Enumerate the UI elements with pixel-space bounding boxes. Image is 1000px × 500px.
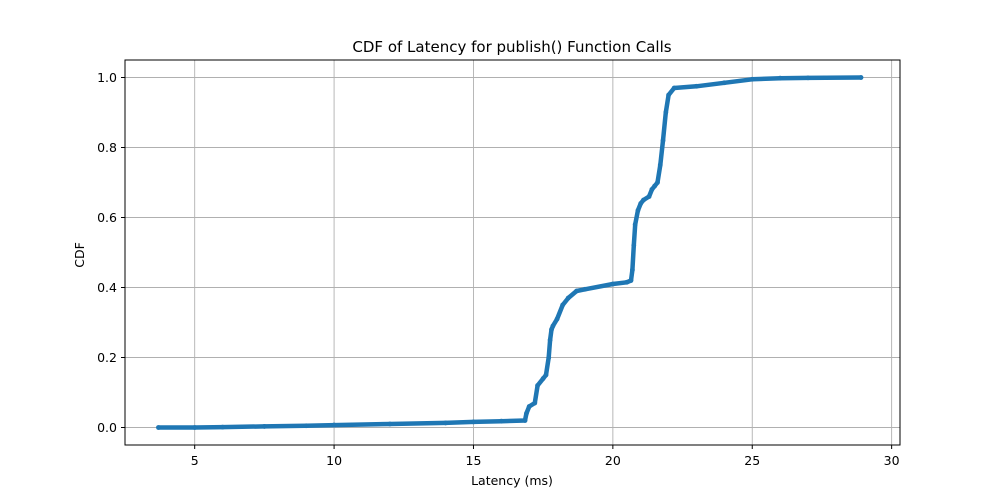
cdf-data-point	[628, 278, 634, 283]
y-tick-label: 0.2	[97, 350, 117, 365]
cdf-data-point	[565, 295, 571, 301]
cdf-data-point	[471, 419, 476, 425]
cdf-data-point	[663, 110, 669, 115]
cdf-data-point	[540, 376, 546, 381]
cdf-data-point	[721, 80, 727, 86]
cdf-data-point	[498, 418, 504, 424]
cdf-data-point	[805, 75, 811, 81]
cdf-data-point	[547, 337, 553, 343]
cdf-data-point	[303, 423, 309, 429]
x-tick-label: 10	[326, 453, 342, 468]
cdf-data-point	[610, 281, 616, 287]
cdf-data-point	[156, 425, 161, 430]
cdf-data-point	[749, 76, 755, 82]
cdf-data-point	[550, 323, 556, 329]
cdf-data-point	[635, 208, 641, 213]
cdf-data-point	[655, 180, 660, 185]
cdf-series-line	[156, 75, 864, 430]
y-tick-label: 0.4	[97, 280, 117, 295]
y-tick-label: 1.0	[97, 70, 117, 85]
cdf-data-point	[582, 286, 588, 292]
cdf-data-point	[858, 75, 864, 80]
cdf-data-point	[646, 194, 652, 199]
grid-layer	[125, 60, 900, 445]
cdf-data-point	[641, 197, 646, 203]
cdf-data-point	[331, 422, 337, 428]
data-layer	[156, 75, 864, 430]
cdf-data-point	[666, 92, 672, 98]
cdf-data-point	[192, 425, 198, 430]
x-axis-label: Latency (ms)	[471, 473, 553, 488]
x-tick-label: 5	[191, 453, 199, 468]
x-tick-label: 30	[884, 453, 900, 468]
cdf-data-point	[671, 85, 677, 91]
cdf-data-point	[629, 267, 635, 273]
cdf-data-point	[574, 288, 580, 294]
cdf-data-point	[777, 75, 783, 81]
cdf-data-point	[554, 316, 560, 322]
y-axis-label: CDF	[72, 242, 87, 268]
plot-frame	[124, 59, 901, 446]
cdf-data-point	[649, 187, 655, 192]
y-tick-label: 0.8	[97, 140, 117, 155]
x-tick-label: 20	[605, 453, 621, 468]
cdf-data-point	[694, 83, 699, 89]
x-tick-label: 25	[744, 453, 760, 468]
cdf-data-point	[387, 421, 393, 427]
cdf-data-point	[560, 302, 566, 308]
cdf-data-point	[660, 138, 666, 143]
cdf-data-point	[535, 383, 540, 388]
chart-title: CDF of Latency for publish() Function Ca…	[352, 38, 671, 56]
cdf-data-point	[638, 201, 644, 206]
cdf-data-point	[220, 424, 225, 430]
cdf-data-point	[261, 424, 267, 429]
cdf-data-point	[546, 355, 552, 360]
cdf-data-point	[532, 400, 538, 406]
y-tick-label: 0.6	[97, 210, 117, 225]
y-tick-label: 0.0	[97, 420, 117, 435]
ticks-layer: 5 10 15 20 25 30 0.0 0.2 0.4 0.6 0.8 1.0	[97, 70, 900, 468]
cdf-data-point	[443, 420, 448, 426]
x-tick-label: 15	[466, 453, 482, 468]
cdf-data-point	[543, 372, 549, 378]
cdf-data-point	[657, 162, 663, 168]
cdf-data-point	[524, 411, 529, 416]
cdf-data-point	[526, 404, 532, 409]
cdf-data-point	[624, 279, 630, 285]
cdf-data-point	[652, 183, 658, 189]
cdf-data-point	[522, 418, 528, 423]
cdf-data-point	[632, 222, 638, 227]
cdf-data-point	[631, 243, 637, 248]
